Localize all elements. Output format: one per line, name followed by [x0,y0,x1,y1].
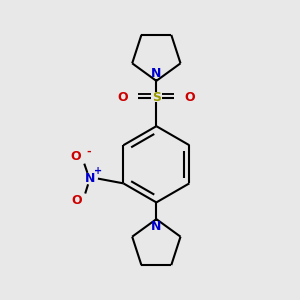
Text: N: N [151,67,161,80]
Text: -: - [87,147,91,157]
Text: S: S [152,91,161,104]
Text: O: O [71,194,82,207]
Text: O: O [184,91,195,104]
Text: O: O [118,91,128,104]
Text: O: O [70,150,81,163]
Text: N: N [151,220,161,233]
Text: +: + [94,166,102,176]
Text: N: N [85,172,95,185]
